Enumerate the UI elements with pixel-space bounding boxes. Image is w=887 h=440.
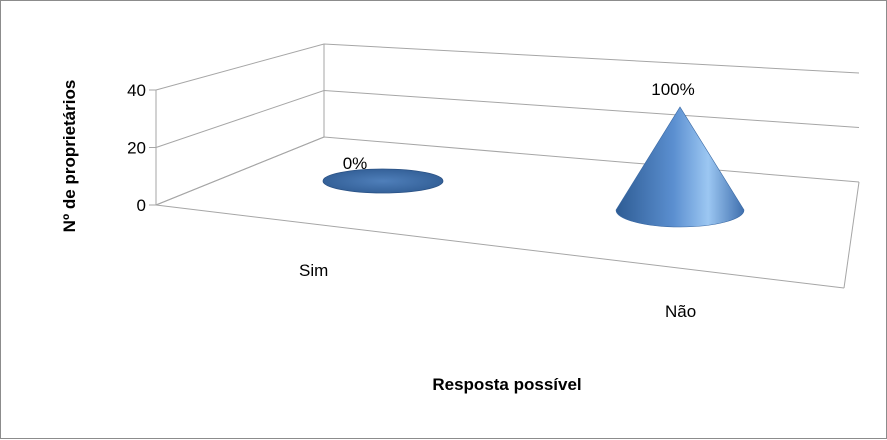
chart-walls [155,44,860,289]
y-tick-label: 20 [127,139,146,158]
y-axis-title: Nº de proprietários [60,80,79,233]
data-label: 100% [651,80,694,99]
chart-gridlines [155,43,860,206]
cone-mark [322,168,444,194]
gridline [155,43,860,91]
chart-marks [322,106,745,228]
chart-labels: Sim 0% Não 100% [299,80,696,321]
data-label: 0% [343,154,368,173]
gridline [155,89,860,148]
floor-right-edge [843,181,860,289]
x-axis-title: Resposta possível [432,375,581,394]
floor-front-edge [155,204,845,289]
y-tick-label: 40 [127,81,146,100]
category-label: Não [665,302,696,321]
y-tick-label: 0 [137,196,146,215]
gridline [155,136,860,206]
category-label: Sim [299,261,328,280]
cone-mark [615,106,745,228]
y-axis-ticks: 0 20 40 [127,81,156,215]
